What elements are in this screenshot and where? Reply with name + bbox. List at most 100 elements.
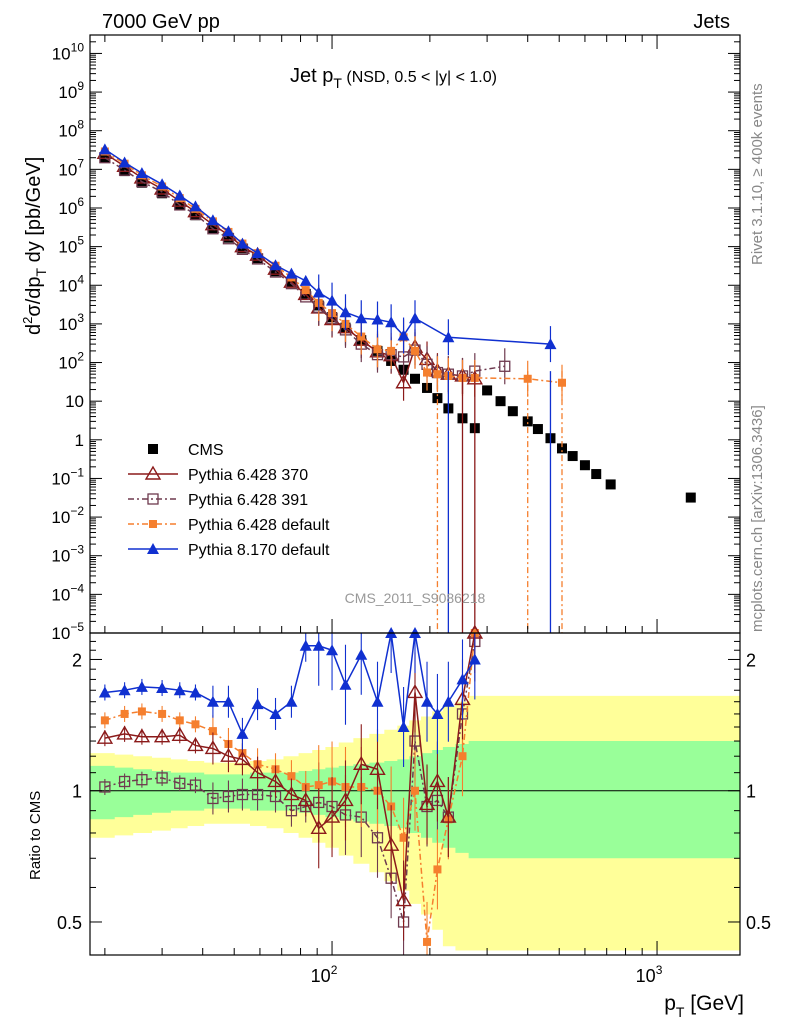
- rivet-label: Rivet 3.1.10, ≥ 400k events: [749, 83, 766, 265]
- data-point: [312, 286, 325, 298]
- ratio-point: [173, 684, 186, 696]
- ratio-point: [187, 737, 204, 752]
- y-axis-label-ratio: Ratio to CMS: [27, 791, 44, 880]
- legend-label: Pythia 6.428 default: [188, 517, 330, 534]
- ratio-line: [104, 632, 476, 736]
- data-point: [98, 143, 111, 155]
- ratio-point: [440, 808, 457, 823]
- data-point: [157, 188, 168, 199]
- header-right: Jets: [693, 11, 730, 33]
- ratio-point: [191, 720, 200, 729]
- data-point: [605, 479, 616, 490]
- data-point: [189, 200, 202, 212]
- ratio-point: [287, 772, 296, 781]
- y-tick-label: 1010: [52, 40, 85, 63]
- data-point: [591, 469, 602, 480]
- data-point: [285, 267, 298, 279]
- ratio-point: [431, 707, 444, 719]
- ratio-point: [323, 808, 341, 823]
- legend-label: Pythia 8.170 default: [188, 542, 330, 559]
- header-left: 7000 GeV pp: [102, 11, 220, 33]
- legend: CMS Pythia 6.428 370 Pythia 6.428 391 Pythi…: [128, 442, 330, 559]
- data-point: [339, 306, 352, 318]
- ratio-point: [429, 773, 446, 788]
- ratio-point: [136, 774, 148, 786]
- data-point: [118, 156, 131, 168]
- ratio-point: [382, 836, 400, 851]
- y-tick-label: 107: [58, 156, 84, 179]
- data-point: [173, 189, 186, 201]
- ratio-point: [468, 653, 481, 665]
- axis-ticks: 101010910810710610510410310210110−110−21…: [51, 34, 771, 986]
- data-point: [301, 286, 310, 295]
- ratio-point: [204, 740, 222, 755]
- ratio-point: [312, 639, 325, 651]
- legend-label: Pythia 6.428 391: [188, 492, 308, 509]
- data-point: [685, 492, 696, 503]
- ratio-point: [234, 750, 251, 766]
- ratio-point: [456, 673, 469, 685]
- y-tick-label: 10−2: [51, 504, 84, 527]
- ratio-point: [206, 695, 219, 707]
- ratio-point: [458, 752, 467, 761]
- legend-label: CMS: [188, 442, 224, 459]
- y-tick-label: 105: [58, 234, 84, 257]
- data-point: [532, 424, 543, 435]
- ratio-point: [442, 695, 455, 707]
- ratio-tick-label-left: 1: [72, 782, 82, 802]
- series-layer: [96, 143, 696, 633]
- ratio-point: [355, 648, 368, 660]
- ratio-point: [189, 686, 202, 698]
- legend-marker: [144, 465, 162, 480]
- ratio-point: [158, 709, 167, 718]
- legend-entry: CMS: [148, 442, 224, 459]
- data-point: [373, 345, 382, 354]
- data-point: [557, 378, 566, 387]
- ratio-p370: [96, 624, 484, 941]
- ratio-tick-label-right: 1: [746, 782, 756, 802]
- data-point: [410, 373, 420, 384]
- y-tick-label: 109: [58, 79, 84, 102]
- y-tick-label: 102: [58, 350, 84, 373]
- ratio-point: [371, 832, 384, 844]
- y-axis-label-main: d2σ/dpT dy [pb/GeV]: [20, 157, 49, 335]
- legend-entry: Pythia 6.428 391: [128, 492, 308, 509]
- ratio-point: [353, 755, 370, 770]
- ratio-plot-frame: [89, 632, 741, 956]
- ratio-point: [120, 709, 129, 718]
- data-point: [223, 232, 234, 243]
- legend-marker: [147, 543, 159, 554]
- legend-entry: Pythia 8.170 default: [128, 542, 330, 559]
- x-tick-label: 102: [311, 963, 338, 986]
- ratio-point: [397, 721, 410, 733]
- ratio-point: [116, 725, 133, 740]
- data-point: [411, 346, 419, 355]
- ratio-point: [299, 639, 312, 651]
- data-point: [206, 214, 219, 226]
- data-point: [544, 338, 557, 350]
- ratio-point: [96, 729, 114, 744]
- y-tick-label: 10−4: [51, 581, 84, 604]
- y-tick-label: 1: [75, 431, 84, 450]
- y-tick-label: 108: [58, 118, 84, 141]
- ratio-point: [267, 773, 284, 788]
- data-point: [299, 274, 312, 286]
- ratio-series-layer: [96, 624, 484, 955]
- ratio-point: [98, 686, 111, 698]
- ratio-point: [156, 772, 168, 784]
- data-point: [251, 247, 264, 259]
- data-point: [355, 312, 368, 324]
- data-point: [523, 374, 532, 383]
- data-point: [385, 316, 398, 328]
- ratio-point: [99, 781, 111, 793]
- y-tick-label: 10: [65, 392, 84, 411]
- ratio-point: [118, 684, 131, 696]
- ratio-point: [326, 644, 339, 656]
- ratio-point: [137, 707, 146, 716]
- ratio-point: [222, 790, 235, 803]
- data-point: [409, 312, 421, 324]
- ratio-point: [337, 792, 354, 807]
- ratio-point: [314, 781, 323, 790]
- ratio-point: [249, 764, 266, 779]
- ratio-point: [406, 684, 424, 699]
